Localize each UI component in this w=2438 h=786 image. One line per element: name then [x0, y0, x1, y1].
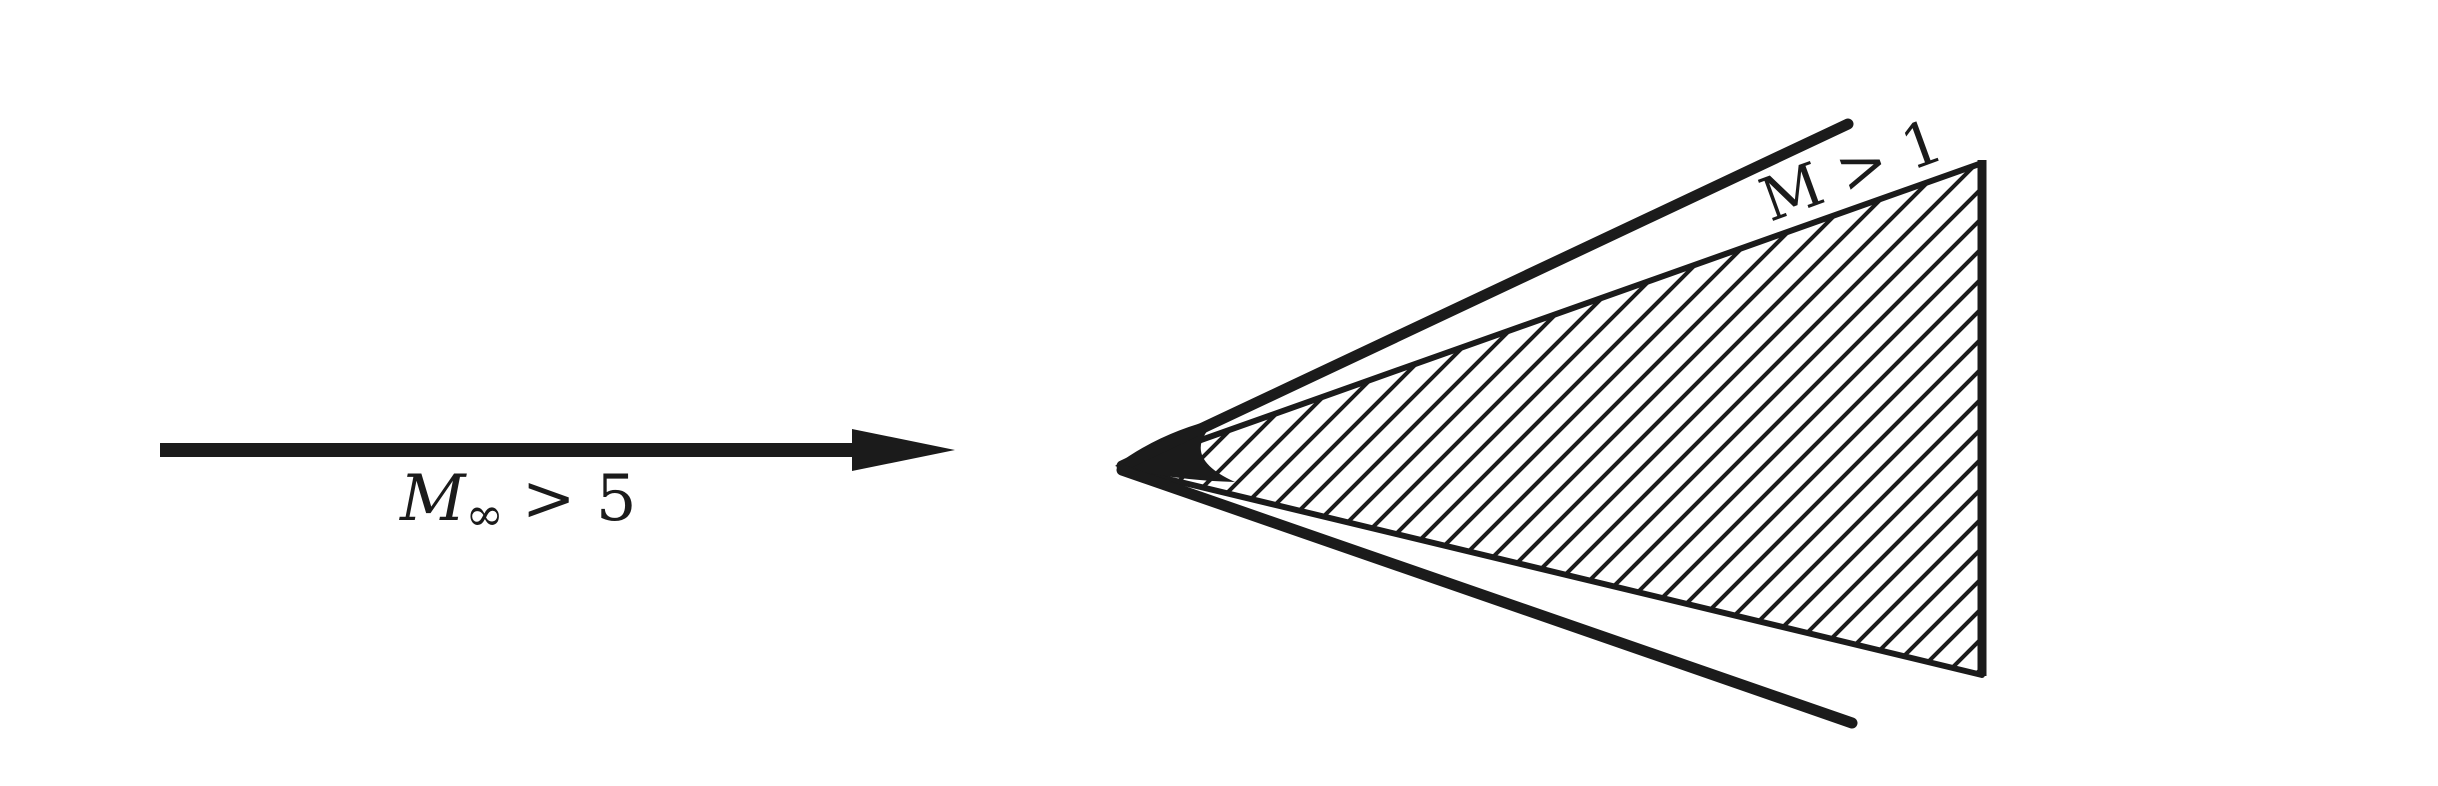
hatch-line: [1122, 163, 1182, 675]
hatch-line: [1122, 163, 1212, 675]
hatch-line: [1122, 163, 1902, 675]
hatch-line: [1442, 163, 1982, 675]
hatch-line: [1122, 163, 1842, 675]
hatch-line: [1122, 163, 1272, 675]
lower-shock-wave: [1116, 464, 1858, 729]
hatch-line: [1172, 163, 1962, 675]
hatch-line: [1322, 163, 1982, 675]
hatch-line: [1892, 163, 1982, 675]
hatch-line: [1202, 163, 1982, 675]
wedge-body: [1115, 160, 1987, 678]
hatch-line: [1122, 163, 1242, 675]
upper-shock-wave: [1116, 118, 1854, 472]
hatch-line: [1122, 163, 1362, 675]
hatch-line: [1832, 163, 1982, 675]
hatch-line: [1122, 163, 1692, 675]
hatch-line: [1682, 163, 1982, 675]
hatch-line: [1122, 163, 1512, 675]
hatch-line: [1122, 163, 1872, 675]
infinity-subscript: ∞: [466, 487, 504, 541]
hatch-line: [1472, 163, 1982, 675]
freestream-arrow: [160, 429, 955, 471]
hatch-line: [1772, 163, 1982, 675]
hatch-line: [1122, 163, 1482, 675]
hatch-line: [1122, 163, 1152, 675]
mach-symbol: M: [399, 462, 467, 536]
hatch-line: [1122, 163, 1332, 675]
hatch-line: [1352, 163, 1982, 675]
hatch-line: [1122, 163, 1542, 675]
hatch-line: [1712, 163, 1982, 675]
hatch-line: [1742, 163, 1982, 675]
wedge-hatching: [1122, 163, 1982, 675]
hatch-line: [1122, 163, 1782, 675]
hatch-line: [1382, 163, 1982, 675]
hatch-line: [1622, 163, 1982, 675]
hatch-line: [1412, 163, 1982, 675]
hatch-line: [1122, 163, 1602, 675]
hatch-line: [1122, 163, 1302, 675]
hatch-line: [1802, 163, 1982, 675]
hatch-line: [1142, 163, 1932, 675]
hatch-line: [1122, 163, 1752, 675]
freestream-mach-label: M∞ > 5: [399, 462, 637, 541]
hatch-line: [1122, 163, 1422, 675]
hatch-line: [1592, 163, 1982, 675]
hatch-line: [1122, 163, 1572, 675]
freestream-arrow-head: [852, 429, 955, 471]
mach-relation: > 5: [522, 462, 637, 536]
hatch-line: [1652, 163, 1982, 675]
wedge-nose: [1115, 418, 1235, 482]
wedge-outline: [1119, 160, 1985, 678]
hatch-line: [1122, 163, 1632, 675]
